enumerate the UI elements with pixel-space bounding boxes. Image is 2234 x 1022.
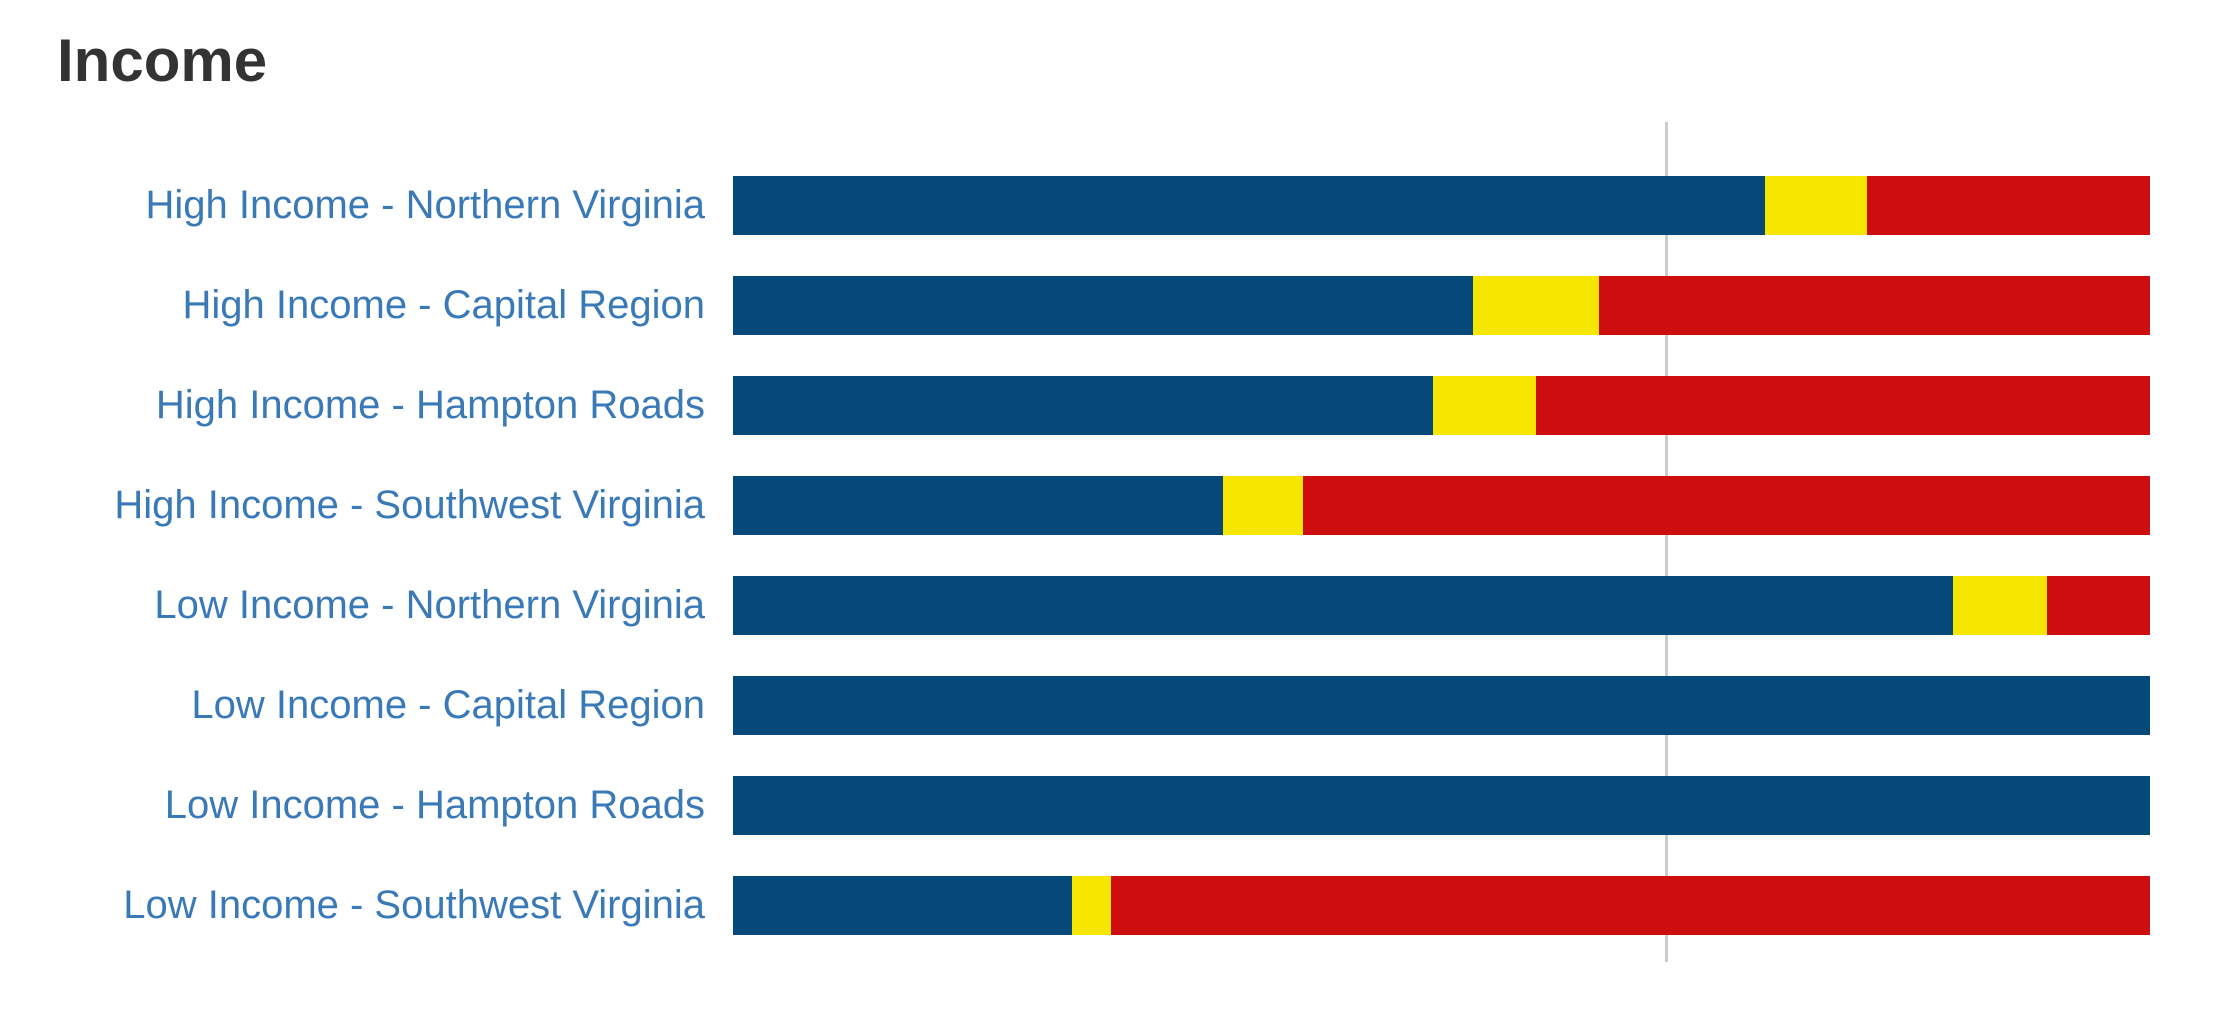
stacked-bar — [733, 575, 2150, 635]
income-chart: High Income - Northern Virginia High Inco… — [0, 155, 2150, 955]
chart-row: High Income - Northern Virginia — [0, 155, 2150, 255]
category-label: High Income - Southwest Virginia — [114, 483, 705, 527]
vertical-reference-gridline — [1665, 122, 1668, 962]
category-label: Low Income - Hampton Roads — [164, 783, 705, 827]
chart-row: Low Income - Southwest Virginia — [0, 855, 2150, 955]
stacked-bar — [733, 375, 2150, 435]
bar-yellow-segment[interactable] — [1764, 175, 1867, 235]
bar-red-segment[interactable] — [1598, 275, 2150, 335]
category-label: Low Income - Southwest Virginia — [123, 883, 705, 927]
bar-yellow-segment[interactable] — [1432, 375, 1537, 435]
bar-blue-segment[interactable] — [733, 475, 1224, 535]
bar-blue-segment[interactable] — [733, 875, 1072, 935]
bar-blue-segment[interactable] — [733, 575, 1954, 635]
stacked-bar — [733, 675, 2150, 735]
bar-blue-segment[interactable] — [733, 675, 2150, 735]
page-title: Income — [57, 27, 268, 94]
chart-row: Low Income - Capital Region — [0, 655, 2150, 755]
bar-red-segment[interactable] — [1302, 475, 2150, 535]
stacked-bar — [733, 875, 2150, 935]
bar-yellow-segment[interactable] — [1472, 275, 1599, 335]
bar-blue-segment[interactable] — [733, 775, 2150, 835]
category-label: High Income - Northern Virginia — [145, 183, 705, 227]
chart-row: Low Income - Hampton Roads — [0, 755, 2150, 855]
stacked-bar — [733, 275, 2150, 335]
chart-row: Low Income - Northern Virginia — [0, 555, 2150, 655]
bar-blue-segment[interactable] — [733, 275, 1473, 335]
stacked-bar — [733, 775, 2150, 835]
bar-yellow-segment[interactable] — [1953, 575, 2047, 635]
bar-yellow-segment[interactable] — [1071, 875, 1112, 935]
chart-row: High Income - Capital Region — [0, 255, 2150, 355]
bar-blue-segment[interactable] — [733, 375, 1433, 435]
bar-red-segment[interactable] — [2046, 575, 2150, 635]
stacked-bar — [733, 175, 2150, 235]
bar-red-segment[interactable] — [1536, 375, 2150, 435]
category-label: Low Income - Capital Region — [191, 683, 705, 727]
category-label: High Income - Capital Region — [182, 283, 705, 327]
category-label: High Income - Hampton Roads — [155, 383, 705, 427]
chart-row: High Income - Hampton Roads — [0, 355, 2150, 455]
stacked-bar — [733, 475, 2150, 535]
chart-row: High Income - Southwest Virginia — [0, 455, 2150, 555]
bar-yellow-segment[interactable] — [1223, 475, 1303, 535]
bar-blue-segment[interactable] — [733, 175, 1765, 235]
category-label: Low Income - Northern Virginia — [154, 583, 705, 627]
bar-red-segment[interactable] — [1866, 175, 2150, 235]
bar-red-segment[interactable] — [1111, 875, 2150, 935]
